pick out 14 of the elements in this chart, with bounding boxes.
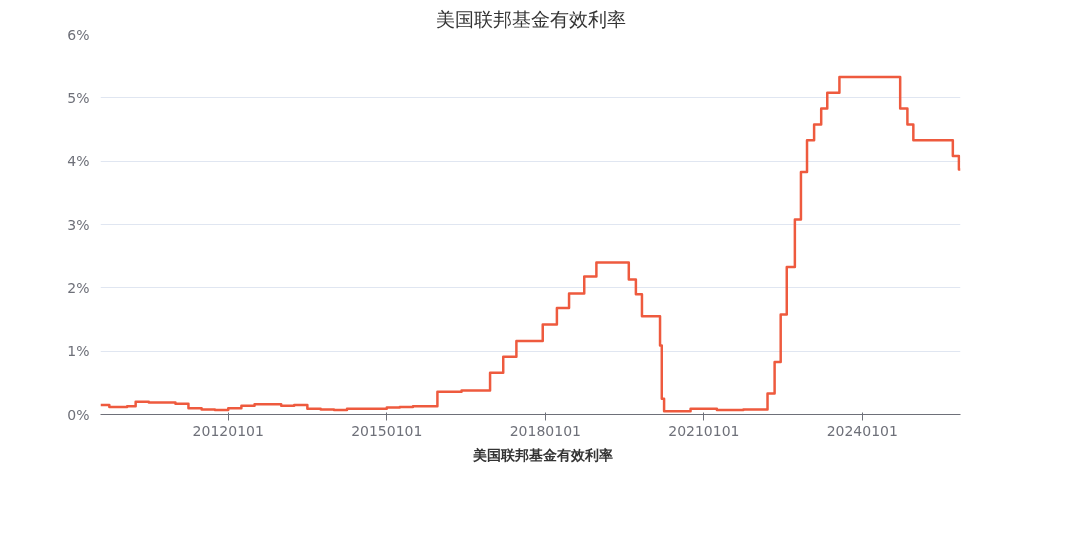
chart-title: 美国联邦基金有效利率 bbox=[435, 7, 626, 30]
x-tick-label: 20120101 bbox=[192, 422, 264, 439]
y-tick-label: 2% bbox=[67, 279, 90, 296]
y-tick-label: 4% bbox=[67, 153, 90, 170]
y-tick-label: 5% bbox=[67, 89, 90, 106]
y-tick-label: 0% bbox=[67, 406, 90, 423]
text: 美国联邦基金有效利率 bbox=[472, 447, 613, 465]
x-tick-label: 20240101 bbox=[826, 422, 898, 439]
y-tick-label: 1% bbox=[67, 343, 90, 360]
x-tick-label: 20180101 bbox=[509, 422, 581, 439]
y-tick-label: 3% bbox=[67, 216, 90, 233]
y-tick-label: 6% bbox=[67, 26, 90, 43]
x-tick-label: 20150101 bbox=[351, 422, 423, 439]
x-tick-label: 20210101 bbox=[668, 422, 740, 439]
